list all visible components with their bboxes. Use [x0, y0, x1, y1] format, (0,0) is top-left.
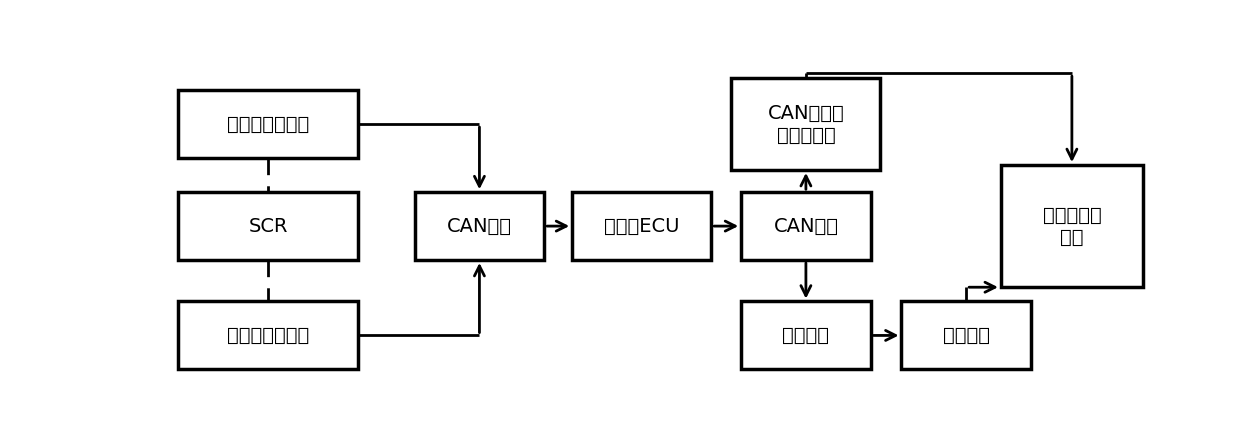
Bar — [731, 78, 881, 170]
Text: 数据一致性
对比: 数据一致性 对比 — [1042, 206, 1101, 247]
Text: SCR: SCR — [249, 217, 287, 235]
Text: 上游温度传感器: 上游温度传感器 — [227, 115, 310, 134]
Text: 车载终端: 车载终端 — [782, 326, 829, 345]
Bar — [415, 192, 544, 260]
Bar — [572, 192, 711, 260]
Text: 远程平台: 远程平台 — [943, 326, 990, 345]
Text: CAN网络: CAN网络 — [447, 217, 512, 235]
Bar — [1001, 165, 1142, 287]
Bar — [902, 302, 1031, 370]
Bar — [741, 302, 871, 370]
Bar — [178, 302, 358, 370]
Text: 控制器ECU: 控制器ECU — [603, 217, 679, 235]
Text: CAN网络信
息读取设备: CAN网络信 息读取设备 — [767, 104, 844, 145]
Bar — [741, 192, 871, 260]
Bar — [178, 90, 358, 158]
Bar — [178, 192, 358, 260]
Text: 下游温度传感器: 下游温度传感器 — [227, 326, 310, 345]
Text: CAN网络: CAN网络 — [773, 217, 839, 235]
